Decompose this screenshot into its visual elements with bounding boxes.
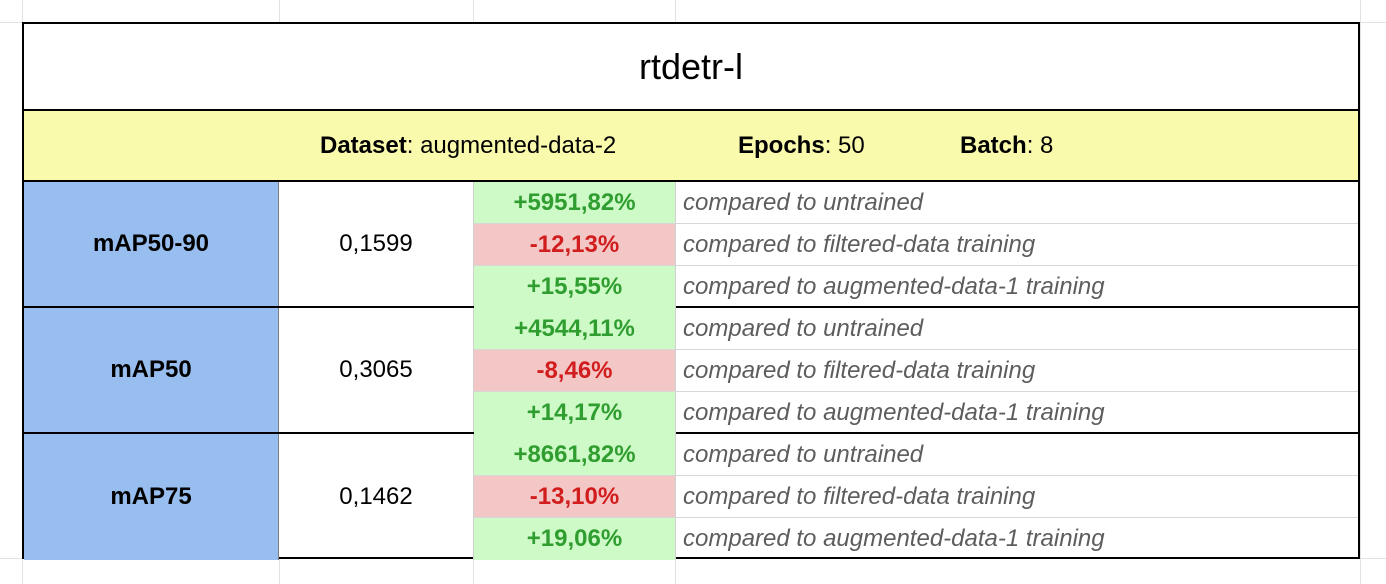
metric-block: mAP50 0,3065 +4544,11% compared to untraine… xyxy=(24,308,1358,434)
change-percent: +8661,82% xyxy=(474,434,676,476)
comparison-description: compared to filtered-data training xyxy=(676,476,1358,518)
batch-label: Batch xyxy=(960,131,1027,159)
metric-block: mAP50-90 0,1599 +5951,82% compared to untra… xyxy=(24,182,1358,308)
comparison-description: compared to augmented-data-1 training xyxy=(683,525,1105,552)
metric-name: mAP75 xyxy=(24,434,279,560)
change-percent: -13,10% xyxy=(474,476,676,518)
change-percent: -8,46% xyxy=(474,350,676,392)
change-percent: +19,06% xyxy=(474,518,676,560)
batch-info: Batch: 8 xyxy=(960,131,1054,159)
change-percent: +14,17% xyxy=(474,392,676,434)
metric-block: mAP75 0,1462 +8661,82% compared to untraine… xyxy=(24,434,1358,560)
comparison-row: +14,17% compared to augmented-data-1 trai… xyxy=(474,392,1358,434)
metric-name: mAP50-90 xyxy=(24,182,279,306)
comparison-row: +15,55% compared to augmented-data-1 trai… xyxy=(474,266,1358,308)
comparison-description: compared to untrained xyxy=(676,182,1358,224)
dataset-label: Dataset xyxy=(320,131,407,159)
metric-name: mAP50 xyxy=(24,308,279,432)
comparison-description: compared to augmented-data-1 training xyxy=(683,273,1105,300)
comparison-description: compared to untrained xyxy=(676,308,1358,350)
dataset-info: Dataset: augmented-data-2 xyxy=(320,131,617,159)
batch-value: 8 xyxy=(1040,131,1054,159)
comparison-row: +4544,11% compared to untrained xyxy=(474,308,1358,350)
metric-value: 0,3065 xyxy=(279,308,474,432)
dataset-value: augmented-data-2 xyxy=(420,131,617,159)
comparison-row: +8661,82% compared to untrained xyxy=(474,434,1358,476)
comparison-row: +5951,82% compared to untrained xyxy=(474,182,1358,224)
comparison-description: compared to augmented-data-1 training xyxy=(683,399,1105,426)
table-title: rtdetr-l xyxy=(24,24,1358,111)
comparison-row: -8,46% compared to filtered-data training xyxy=(474,350,1358,392)
change-percent: -12,13% xyxy=(474,224,676,266)
config-row: Dataset: augmented-data-2 Epochs: 50 Bat… xyxy=(24,111,1358,182)
comparison-description: compared to untrained xyxy=(676,434,1358,476)
change-percent: +15,55% xyxy=(474,266,676,308)
comparison-description: compared to filtered-data training xyxy=(676,224,1358,266)
comparison-description: compared to filtered-data training xyxy=(676,350,1358,392)
comparison-row: +19,06% compared to augmented-data-1 trai… xyxy=(474,518,1358,560)
comparison-row: -13,10% compared to filtered-data trainin… xyxy=(474,476,1358,518)
epochs-label: Epochs xyxy=(738,131,825,159)
results-table: rtdetr-l Dataset: augmented-data-2 Epoch… xyxy=(22,22,1360,560)
comparison-row: -12,13% compared to filtered-data trainin… xyxy=(474,224,1358,266)
epochs-info: Epochs: 50 xyxy=(738,131,865,159)
change-percent: +5951,82% xyxy=(474,182,676,224)
epochs-value: 50 xyxy=(838,131,865,159)
metric-value: 0,1462 xyxy=(279,434,474,560)
change-percent: +4544,11% xyxy=(474,308,676,350)
metric-value: 0,1599 xyxy=(279,182,474,306)
